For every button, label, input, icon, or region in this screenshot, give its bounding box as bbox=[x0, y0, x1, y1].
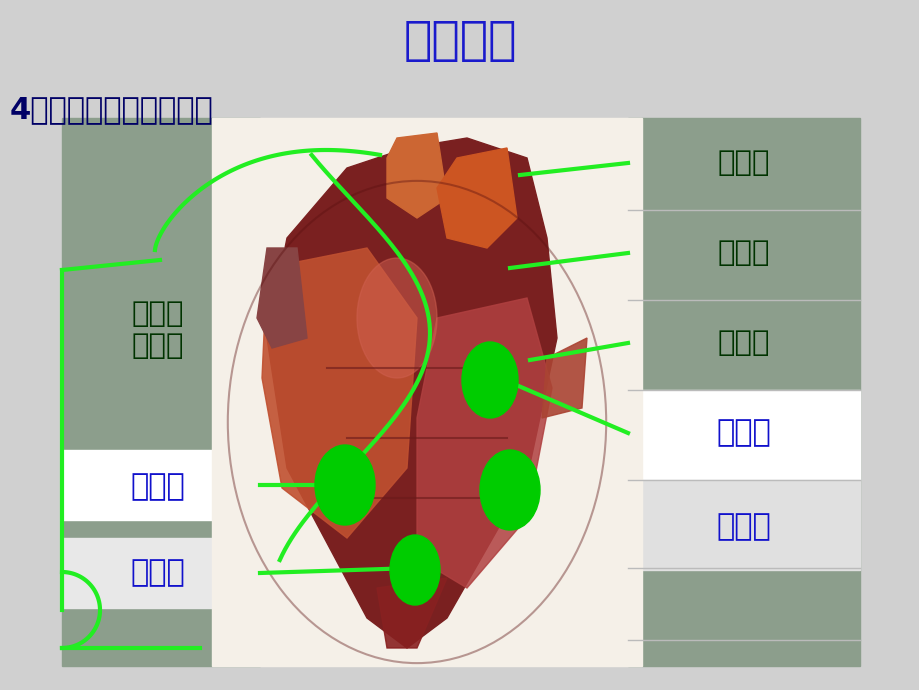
Polygon shape bbox=[267, 138, 556, 648]
Text: 上、下
腔静脉: 上、下 腔静脉 bbox=[131, 299, 184, 360]
Bar bbox=[211, 118, 641, 666]
Bar bbox=[628, 118, 859, 480]
Bar bbox=[628, 480, 859, 570]
Ellipse shape bbox=[357, 258, 437, 378]
Text: 左心室: 左心室 bbox=[716, 513, 770, 542]
Bar bbox=[628, 480, 859, 666]
Text: 主动脉: 主动脉 bbox=[717, 149, 769, 177]
Bar bbox=[62, 538, 260, 608]
Bar bbox=[62, 450, 260, 520]
Polygon shape bbox=[387, 133, 447, 218]
Text: 肺静脉: 肺静脉 bbox=[717, 329, 769, 357]
Text: 精讲释疑: 精讲释疑 bbox=[403, 19, 516, 64]
Ellipse shape bbox=[390, 535, 439, 605]
Bar bbox=[62, 118, 260, 666]
Bar bbox=[628, 390, 859, 480]
Ellipse shape bbox=[461, 342, 517, 418]
Polygon shape bbox=[437, 148, 516, 248]
Text: 肺动脉: 肺动脉 bbox=[717, 239, 769, 267]
Text: 右心房: 右心房 bbox=[130, 473, 185, 502]
Text: 4、心脏四腔连接的血管: 4、心脏四腔连接的血管 bbox=[10, 95, 213, 124]
Text: 左心房: 左心房 bbox=[716, 419, 770, 448]
Polygon shape bbox=[262, 248, 416, 538]
Ellipse shape bbox=[480, 450, 539, 530]
Polygon shape bbox=[541, 338, 586, 418]
Polygon shape bbox=[416, 298, 551, 588]
Ellipse shape bbox=[314, 445, 375, 525]
Polygon shape bbox=[377, 578, 447, 648]
Text: 右心室: 右心室 bbox=[130, 558, 185, 587]
Polygon shape bbox=[256, 248, 307, 348]
